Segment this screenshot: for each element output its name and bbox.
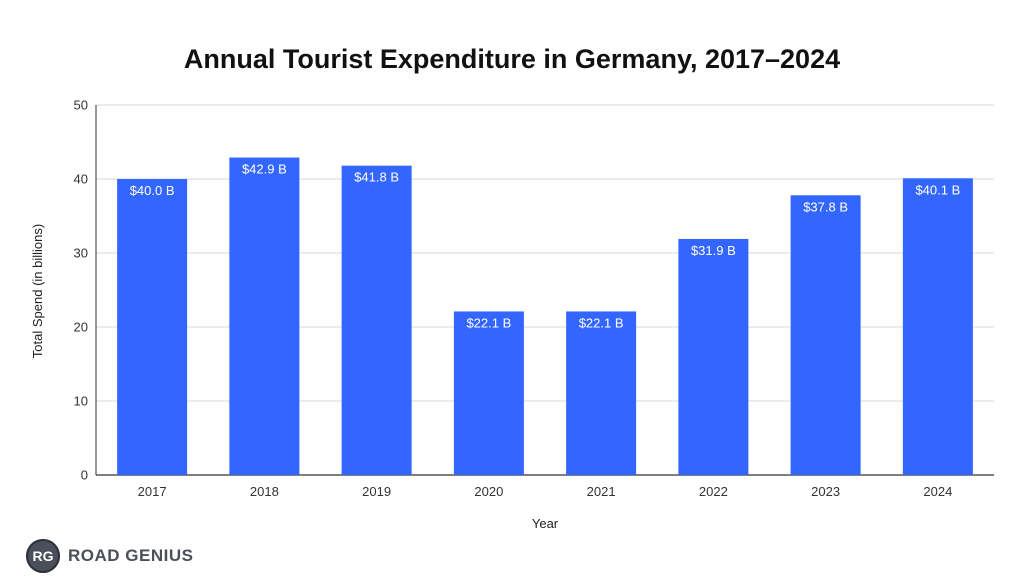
x-tick-label: 2020 xyxy=(474,484,503,499)
bar xyxy=(902,178,973,475)
logo-text: ROAD GENIUS xyxy=(68,546,194,565)
logo-badge-icon: RG xyxy=(26,539,60,573)
data-labels: $40.0 B $42.9 B $41.8 B $22.1 B $22.1 B $31.9… xyxy=(130,162,961,331)
bar-data-label: $40.1 B xyxy=(915,182,960,197)
bar-data-label: $22.1 B xyxy=(579,315,624,330)
y-tick-label: 30 xyxy=(74,246,88,261)
bar-data-label: $42.9 B xyxy=(242,162,287,177)
bar xyxy=(790,195,861,475)
x-tick-label: 2024 xyxy=(923,484,952,499)
bar-data-label: $31.9 B xyxy=(691,243,736,258)
y-tick-label: 0 xyxy=(81,468,88,483)
road-genius-logo: RG ROAD GENIUS xyxy=(26,539,193,573)
bar xyxy=(117,179,188,475)
x-tick-label: 2022 xyxy=(699,484,728,499)
bars xyxy=(117,157,973,476)
bar xyxy=(229,157,300,476)
bar xyxy=(678,238,749,475)
x-tick-label: 2017 xyxy=(138,484,167,499)
y-axis-title: Total Spend (in billions) xyxy=(30,224,45,358)
x-tick-label: 2018 xyxy=(250,484,279,499)
chart-title: Annual Tourist Expenditure in Germany, 2… xyxy=(183,44,841,74)
y-tick-label: 20 xyxy=(74,320,88,335)
y-tick-label: 40 xyxy=(74,172,88,187)
bar xyxy=(341,165,412,475)
x-tick-label: 2019 xyxy=(362,484,391,499)
x-tick-label: 2023 xyxy=(811,484,840,499)
bar-data-label: $40.0 B xyxy=(130,183,175,198)
bar-data-label: $41.8 B xyxy=(354,170,399,185)
y-tick-label: 50 xyxy=(74,98,88,113)
bar xyxy=(566,311,637,475)
y-tick-label: 10 xyxy=(74,394,88,409)
tick-labels: 0 10 20 30 40 50 2017 2018 2019 2020 2021 2022 2023 2… xyxy=(74,98,953,500)
bar-data-label: $37.8 B xyxy=(803,199,848,214)
x-tick-label: 2021 xyxy=(587,484,616,499)
x-axis-title: Year xyxy=(532,516,559,531)
bar xyxy=(453,311,524,475)
bar-data-label: $22.1 B xyxy=(466,315,511,330)
